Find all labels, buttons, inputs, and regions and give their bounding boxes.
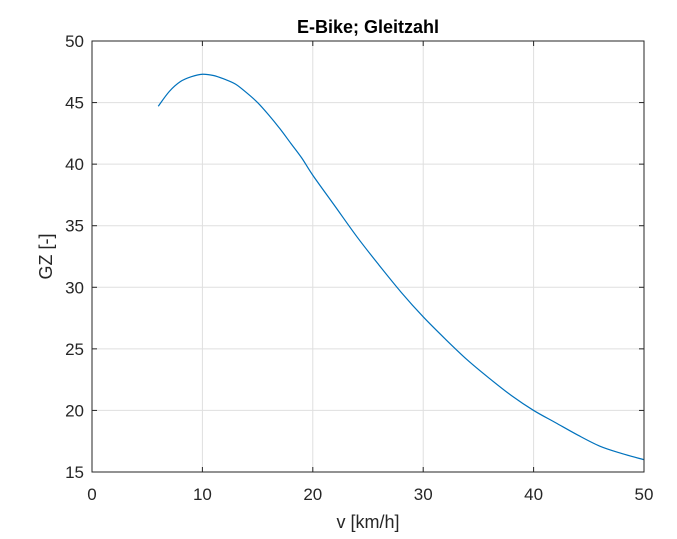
plot-series bbox=[157, 73, 645, 461]
y-tick-label: 35 bbox=[65, 217, 84, 236]
plot-frame bbox=[91, 40, 645, 473]
y-tick-label: 30 bbox=[65, 278, 84, 297]
x-axis-label: v [km/h] bbox=[336, 512, 399, 532]
y-tick-label: 50 bbox=[65, 32, 84, 51]
grid bbox=[91, 40, 645, 473]
y-tick-label: 25 bbox=[65, 340, 84, 359]
series-line bbox=[157, 73, 645, 461]
y-tick-label: 45 bbox=[65, 94, 84, 113]
x-tick-label: 40 bbox=[524, 485, 543, 504]
x-tick-label: 0 bbox=[87, 485, 96, 504]
x-tick-label: 50 bbox=[635, 485, 654, 504]
y-tick-label: 40 bbox=[65, 155, 84, 174]
y-tick-label: 15 bbox=[65, 463, 84, 482]
chart-title: E-Bike; Gleitzahl bbox=[297, 17, 439, 37]
x-tick-label: 30 bbox=[414, 485, 433, 504]
x-tick-label: 10 bbox=[193, 485, 212, 504]
ticks: 0 10 20 30 40 50 15 20 25 30 35 40 45 50 bbox=[65, 32, 653, 504]
y-axis-label: GZ [-] bbox=[36, 234, 56, 280]
y-tick-label: 20 bbox=[65, 401, 84, 420]
x-tick-label: 20 bbox=[303, 485, 322, 504]
